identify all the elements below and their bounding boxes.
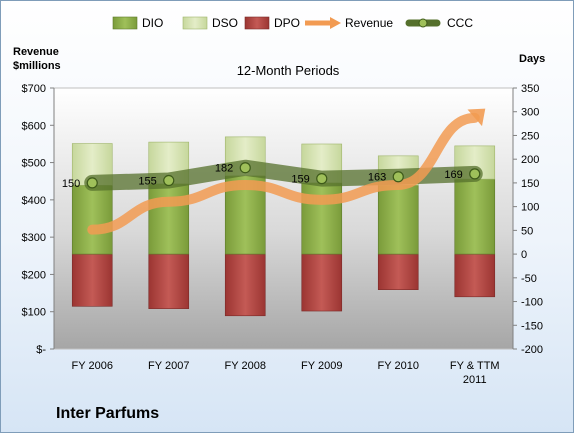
left-axis-label-line-1: Revenue: [13, 46, 59, 58]
legend-label-dpo: DPO: [274, 16, 300, 30]
revenue-line: [87, 112, 480, 235]
right-tick-label: -50: [521, 273, 537, 285]
legend-swatch-dso: [182, 16, 208, 30]
ccc-data-label: 150: [62, 178, 80, 190]
left-tick-label: $700: [22, 83, 46, 95]
ccc-marker: [86, 177, 98, 189]
right-tick-label: 0: [521, 249, 527, 261]
revenue-arrowhead: [467, 108, 486, 127]
bar-dio: [71, 184, 113, 255]
bar-dio: [148, 183, 190, 255]
legend-arrowhead: [330, 17, 341, 29]
chart-title: 12-Month Periods: [236, 63, 340, 78]
bar-dpo: [71, 253, 113, 307]
left-axis-label-line-2: $millions: [13, 60, 61, 72]
bar-dpo: [454, 253, 496, 298]
category-label: FY 2009: [301, 360, 342, 372]
category-label: FY 2008: [225, 360, 266, 372]
category-label: FY 2007: [148, 360, 189, 372]
bar-dio: [377, 184, 419, 255]
bar-dio: [454, 178, 496, 255]
right-tick-label: -200: [521, 344, 543, 356]
right-tick-label: 300: [521, 107, 539, 119]
left-tick-label: $600: [22, 120, 46, 132]
left-axis-label: Revenue $millions: [13, 45, 61, 73]
left-tick-label: $400: [22, 195, 46, 207]
ccc-data-label: 182: [215, 163, 233, 175]
left-tick-label: $-: [36, 344, 46, 356]
category-label: FY 2006: [72, 360, 113, 372]
legend-ccc-marker: [418, 18, 428, 28]
right-tick-label: 150: [521, 178, 539, 190]
ccc-marker: [469, 168, 481, 180]
left-tick-label: $100: [22, 307, 46, 319]
left-tick-label: $500: [22, 158, 46, 170]
right-tick-label: 200: [521, 154, 539, 166]
right-tick-label: 100: [521, 202, 539, 214]
ccc-marker: [239, 162, 251, 174]
left-tick-label: $300: [22, 232, 46, 244]
category-label: 2011: [463, 374, 487, 386]
ccc-marker: [316, 173, 328, 185]
right-tick-label: 350: [521, 83, 539, 95]
bar-dpo: [148, 253, 190, 309]
ccc-marker: [163, 174, 175, 187]
ccc-data-label: 155: [138, 176, 156, 188]
ccc-marker: [392, 171, 404, 183]
bar-dpo: [224, 253, 266, 317]
category-label: FY 2010: [378, 360, 419, 372]
bar-dpo: [301, 253, 343, 312]
bar-dio: [301, 182, 343, 255]
right-tick-label: -100: [521, 297, 543, 309]
ccc-data-label: 169: [444, 169, 462, 181]
right-tick-label: 250: [521, 130, 539, 142]
legend-label-ccc: CCC: [447, 16, 473, 30]
right-tick-label: 50: [521, 225, 533, 237]
legend-label-dio: DIO: [142, 16, 163, 30]
legend-swatch-dio: [112, 16, 138, 30]
right-tick-label: -150: [521, 320, 543, 332]
legend-label-dso: DSO: [212, 16, 238, 30]
right-axis-label: Days: [519, 53, 546, 65]
legend-label-revenue: Revenue: [345, 16, 393, 30]
category-label: FY & TTM: [450, 360, 500, 372]
company-name: Inter Parfums: [56, 405, 160, 422]
ccc-data-label: 163: [368, 172, 386, 184]
left-tick-label: $200: [22, 269, 46, 281]
ccc-data-label: 159: [291, 174, 309, 186]
legend-swatch-dpo: [244, 16, 270, 30]
bar-dpo: [377, 253, 419, 290]
